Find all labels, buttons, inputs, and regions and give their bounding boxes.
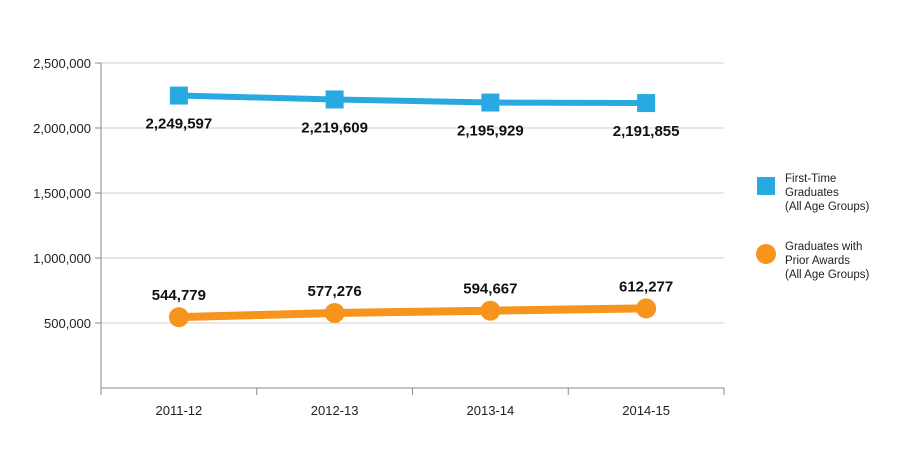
y-tick-label: 1,500,000 — [33, 186, 91, 201]
legend-circle-icon — [756, 244, 776, 264]
legend-label-line: (All Age Groups) — [785, 201, 870, 213]
legend-label-line: (All Age Groups) — [785, 269, 870, 281]
data-point-square — [481, 93, 500, 112]
data-label: 2,191,855 — [613, 123, 680, 140]
data-label: 544,779 — [152, 287, 206, 304]
legend-item-2: Graduates with Prior Awards (All Age Group… — [756, 241, 870, 281]
series-group: 2,249,597 2,219,609 2,195,929 2,191,855 544,… — [146, 86, 680, 328]
data-point-circle — [324, 302, 345, 323]
data-point-square — [637, 94, 656, 113]
data-label: 2,195,929 — [457, 123, 524, 140]
y-tick-label: 2,500,000 — [33, 56, 91, 71]
gridlines — [101, 62, 724, 324]
legend-label: Graduates with Prior Awards (All Age Group… — [785, 241, 870, 281]
x-tick-label: 2012-13 — [311, 403, 359, 418]
series-line — [174, 304, 651, 322]
legend-label-line: Graduates — [785, 187, 839, 199]
data-point-square — [325, 90, 344, 109]
x-tick-label: 2014-15 — [622, 403, 670, 418]
data-label: 594,667 — [463, 281, 517, 298]
y-axis-tick-labels: 500,000 1,000,000 1,500,000 2,000,000 2,500,… — [33, 56, 91, 331]
data-label: 612,277 — [619, 278, 673, 295]
x-axis-tick-labels: 2011-12 2012-13 2013-14 2014-15 — [156, 403, 670, 418]
x-tick-label: 2013-14 — [467, 403, 515, 418]
data-point-square — [169, 86, 188, 105]
data-label: 2,249,597 — [146, 116, 213, 133]
y-tick-label: 1,000,000 — [33, 251, 91, 266]
series-2: 544,779 577,276 594,667 612,277 — [152, 278, 673, 328]
y-tick-label: 2,000,000 — [33, 121, 91, 136]
y-tick-label: 500,000 — [44, 316, 91, 331]
series-1: 2,249,597 2,219,609 2,195,929 2,191,855 — [146, 86, 680, 140]
legend-label-line: First-Time — [785, 173, 836, 185]
data-point-circle — [168, 307, 189, 328]
series-line — [175, 92, 650, 107]
data-point-circle — [480, 300, 501, 321]
legend-label: First-Time Graduates (All Age Groups) — [785, 173, 870, 213]
axes — [95, 62, 725, 395]
legend: First-Time Graduates (All Age Groups)Gradu… — [756, 173, 870, 281]
x-tick-label: 2011-12 — [156, 403, 203, 418]
legend-square-icon — [757, 177, 775, 195]
data-point-circle — [636, 298, 657, 319]
legend-label-line: Prior Awards — [785, 255, 850, 267]
legend-label-line: Graduates with — [785, 241, 862, 253]
legend-item-1: First-Time Graduates (All Age Groups) — [757, 173, 870, 213]
data-label: 2,219,609 — [301, 119, 368, 136]
data-label: 577,276 — [308, 283, 362, 300]
